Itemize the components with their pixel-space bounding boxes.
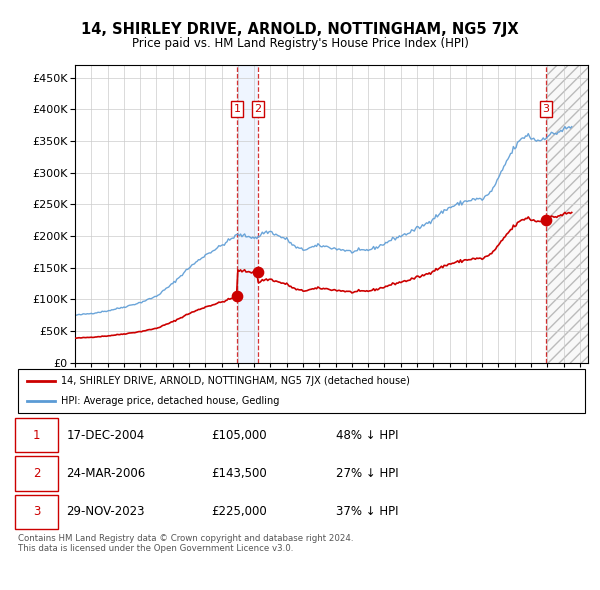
- Text: £143,500: £143,500: [211, 467, 266, 480]
- FancyBboxPatch shape: [15, 418, 58, 453]
- Text: 2: 2: [254, 104, 262, 114]
- Text: 29-NOV-2023: 29-NOV-2023: [66, 505, 145, 519]
- Text: 3: 3: [542, 104, 550, 114]
- Text: 37% ↓ HPI: 37% ↓ HPI: [335, 505, 398, 519]
- FancyBboxPatch shape: [15, 494, 58, 529]
- Text: 27% ↓ HPI: 27% ↓ HPI: [335, 467, 398, 480]
- Text: Price paid vs. HM Land Registry's House Price Index (HPI): Price paid vs. HM Land Registry's House …: [131, 37, 469, 50]
- FancyBboxPatch shape: [15, 456, 58, 491]
- Point: [541, 215, 551, 225]
- Text: 14, SHIRLEY DRIVE, ARNOLD, NOTTINGHAM, NG5 7JX (detached house): 14, SHIRLEY DRIVE, ARNOLD, NOTTINGHAM, N…: [61, 376, 409, 386]
- Bar: [546, 65, 588, 363]
- Text: 14, SHIRLEY DRIVE, ARNOLD, NOTTINGHAM, NG5 7JX: 14, SHIRLEY DRIVE, ARNOLD, NOTTINGHAM, N…: [81, 22, 519, 37]
- Text: 1: 1: [234, 104, 241, 114]
- Text: 3: 3: [33, 505, 40, 519]
- Text: Contains HM Land Registry data © Crown copyright and database right 2024.
This d: Contains HM Land Registry data © Crown c…: [18, 534, 353, 553]
- Text: £105,000: £105,000: [211, 428, 266, 442]
- Text: £225,000: £225,000: [211, 505, 266, 519]
- Text: 17-DEC-2004: 17-DEC-2004: [66, 428, 145, 442]
- Text: 1: 1: [32, 428, 40, 442]
- Bar: [237, 65, 258, 363]
- Bar: [546, 65, 588, 363]
- Text: 48% ↓ HPI: 48% ↓ HPI: [335, 428, 398, 442]
- Point: [253, 267, 263, 277]
- Point: [232, 291, 242, 301]
- Text: 2: 2: [32, 467, 40, 480]
- Text: 24-MAR-2006: 24-MAR-2006: [66, 467, 145, 480]
- Text: HPI: Average price, detached house, Gedling: HPI: Average price, detached house, Gedl…: [61, 396, 279, 406]
